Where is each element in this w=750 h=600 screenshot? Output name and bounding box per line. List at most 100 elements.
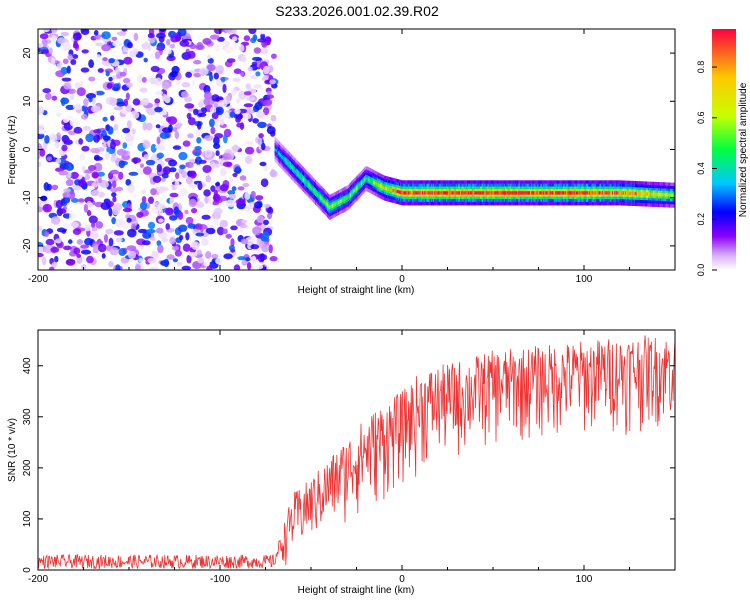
heatmap-cell xyxy=(147,257,157,264)
heatmap-ridge-cell xyxy=(367,177,369,182)
heatmap-ridge-cell xyxy=(636,191,638,196)
heatmap-cell xyxy=(46,156,53,162)
heatmap-cell xyxy=(230,88,237,96)
heatmap-cell xyxy=(232,36,238,42)
heatmap-cell xyxy=(147,33,155,39)
heatmap-ridge-cell xyxy=(571,191,573,195)
heatmap-cell xyxy=(122,142,128,149)
heatmap-cell xyxy=(95,54,102,63)
heatmap-cell xyxy=(195,156,202,165)
heatmap-ridge-cell xyxy=(453,191,455,195)
heatmap-cell xyxy=(222,153,232,161)
heatmap-cell xyxy=(109,247,119,256)
heatmap-cell xyxy=(158,208,163,216)
heatmap-cell xyxy=(207,57,214,64)
heatmap-cell xyxy=(51,262,57,268)
heatmap-cell xyxy=(261,244,269,253)
heatmap-ridge-cell xyxy=(647,192,649,196)
heatmap-cell xyxy=(258,63,266,69)
heatmap-ridge-cell xyxy=(420,191,423,195)
heatmap-ridge-cell xyxy=(390,188,392,192)
heatmap-ridge-cell xyxy=(633,191,636,196)
heatmap-ridge-cell xyxy=(584,191,586,195)
heatmap-cell xyxy=(45,238,55,246)
heatmap-cell xyxy=(225,94,231,102)
heatmap-ridge-cell xyxy=(540,191,542,195)
heatmap-cell xyxy=(55,112,63,118)
heatmap-ridge-cell xyxy=(525,191,527,195)
heatmap-ridge-cell xyxy=(552,191,554,195)
heatmap-cell xyxy=(50,134,58,142)
heatmap-cell xyxy=(209,118,215,128)
heatmap-cell xyxy=(90,189,101,197)
heatmap-cell xyxy=(57,37,66,44)
heatmap-cell xyxy=(228,176,234,182)
heatmap-ridge-cell xyxy=(550,191,553,195)
y-tick-label: 400 xyxy=(22,357,33,374)
heatmap-cell xyxy=(159,132,170,140)
heatmap-cell xyxy=(62,136,70,142)
heatmap-ridge-cell xyxy=(639,192,641,196)
heatmap-cell xyxy=(84,224,92,232)
heatmap-ridge-cell xyxy=(659,192,661,197)
heatmap-cell xyxy=(244,146,255,155)
heatmap-cell xyxy=(83,98,89,107)
heatmap-ridge-cell xyxy=(619,191,621,195)
heatmap-ridge-cell xyxy=(467,191,470,195)
heatmap-ridge-cell xyxy=(520,191,522,195)
heatmap-cell xyxy=(268,244,273,254)
heatmap-cell xyxy=(39,33,49,40)
heatmap-cell xyxy=(181,265,192,270)
heatmap-ridge-cell xyxy=(585,191,587,195)
heatmap-cell xyxy=(213,102,218,109)
x-tick-label: -200 xyxy=(28,274,48,285)
heatmap-cell xyxy=(195,44,205,51)
heatmap-ridge-cell xyxy=(359,182,361,187)
heatmap-cell xyxy=(195,232,205,237)
heatmap-cell xyxy=(68,212,76,221)
heatmap-cell xyxy=(261,254,268,261)
heatmap-cell xyxy=(125,179,132,186)
heatmap-cell xyxy=(172,258,178,263)
heatmap-ridge-cell xyxy=(475,191,477,195)
heatmap-ridge-cell xyxy=(591,191,593,195)
heatmap-ridge-cell xyxy=(336,201,338,205)
heatmap-cell xyxy=(92,243,99,249)
heatmap-ridge-cell xyxy=(567,191,569,195)
heatmap-ridge-cell xyxy=(362,180,364,184)
heatmap-cell xyxy=(215,257,223,265)
heatmap-ridge-cell xyxy=(529,191,531,195)
heatmap-cell xyxy=(219,119,225,126)
heatmap-ridge-cell xyxy=(322,198,324,203)
heatmap-cell xyxy=(83,204,88,213)
heatmap-cell xyxy=(177,29,187,37)
heatmap-ridge-cell xyxy=(346,196,348,200)
heatmap-ridge-cell xyxy=(317,192,319,197)
heatmap-cell xyxy=(101,253,106,259)
heatmap-cell xyxy=(174,131,180,140)
colorbar-tick-label: 0.6 xyxy=(696,112,706,125)
heatmap-cell xyxy=(143,57,148,63)
heatmap-ridge-cell xyxy=(544,191,546,195)
heatmap-cell xyxy=(216,226,225,236)
heatmap-ridge-cell xyxy=(566,191,568,195)
heatmap-cell xyxy=(235,117,241,123)
heatmap-ridge-cell xyxy=(579,191,581,195)
heatmap-cell xyxy=(169,196,175,206)
heatmap-cell xyxy=(214,43,220,52)
heatmap-ridge-cell xyxy=(478,191,480,195)
heatmap-ridge-cell xyxy=(509,191,511,195)
heatmap-ridge-cell xyxy=(472,191,474,195)
heatmap-cell xyxy=(67,88,77,95)
heatmap-cell xyxy=(238,44,245,52)
heatmap-ridge-cell xyxy=(448,191,450,195)
heatmap-ridge-cell xyxy=(461,191,463,195)
heatmap-ridge-cell xyxy=(277,151,280,155)
heatmap-cell xyxy=(107,126,114,135)
heatmap-cell xyxy=(95,221,104,229)
heatmap-ridge-cell xyxy=(399,190,401,194)
heatmap-ridge-cell xyxy=(293,167,295,171)
heatmap-ridge-cell xyxy=(309,184,311,189)
